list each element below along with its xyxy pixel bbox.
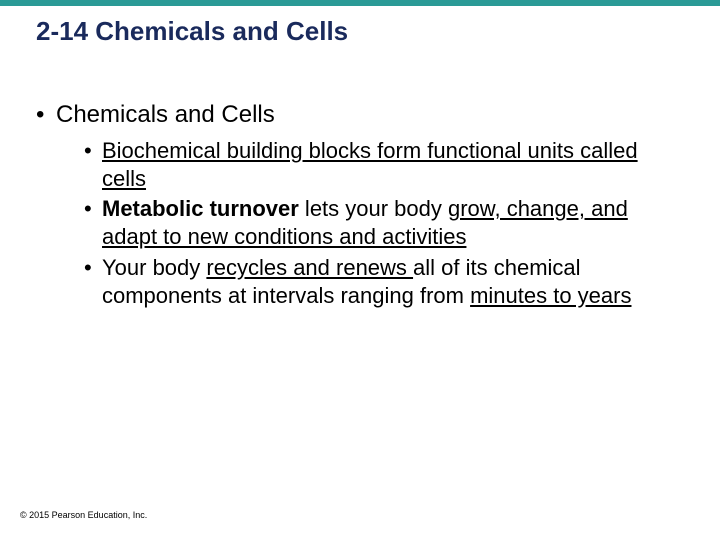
bullet-level1-text: Chemicals and Cells [56, 101, 680, 129]
bullet-level2-item: •Your body recycles and renews all of it… [84, 254, 680, 310]
bullet-level2-marker: • [84, 137, 102, 165]
bullet-level2-text: Metabolic turnover lets your body grow, … [102, 195, 680, 251]
text-segment: lets your body [299, 196, 448, 221]
bullet-level2-marker: • [84, 195, 102, 223]
bullet-level2-text: Biochemical building blocks form functio… [102, 137, 680, 193]
text-segment: recycles and renews [206, 255, 413, 280]
text-segment: minutes to years [470, 283, 631, 308]
bullet-level2-marker: • [84, 254, 102, 282]
slide: 2-14 Chemicals and Cells • Chemicals and… [0, 0, 720, 540]
bullet-level2-list: •Biochemical building blocks form functi… [36, 137, 680, 310]
copyright-text: © 2015 Pearson Education, Inc. [20, 510, 147, 520]
text-segment: Metabolic turnover [102, 196, 299, 221]
text-segment: Biochemical building blocks form functio… [102, 138, 638, 191]
bullet-level1-item: • Chemicals and Cells [36, 101, 680, 129]
slide-title: 2-14 Chemicals and Cells [0, 6, 720, 47]
slide-body: • Chemicals and Cells •Biochemical build… [0, 47, 720, 310]
bullet-level2-item: •Biochemical building blocks form functi… [84, 137, 680, 193]
text-segment: Your body [102, 255, 206, 280]
bullet-level2-item: •Metabolic turnover lets your body grow,… [84, 195, 680, 251]
bullet-level1-marker: • [36, 101, 56, 129]
bullet-level2-text: Your body recycles and renews all of its… [102, 254, 680, 310]
